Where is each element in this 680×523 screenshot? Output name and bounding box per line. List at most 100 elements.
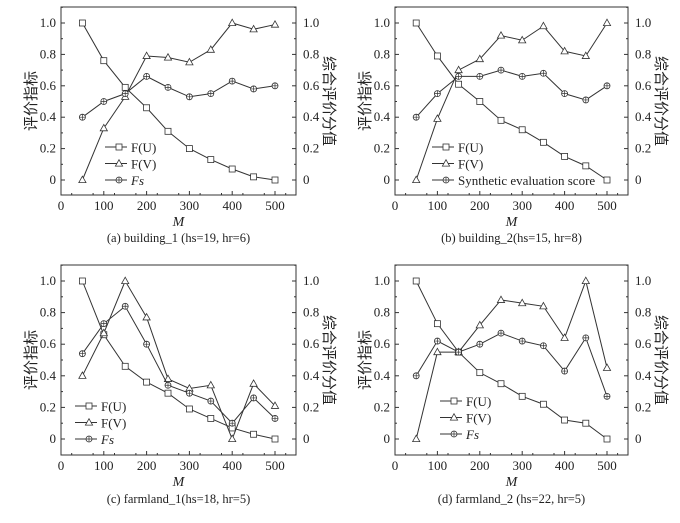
data-point-cross-marker — [519, 338, 526, 345]
y-tick-label: 0.4 — [40, 368, 57, 383]
data-point-cross-marker — [561, 90, 568, 97]
y2-axis-label: 综合评价分值 — [320, 56, 337, 146]
y-tick-label: 0.6 — [374, 336, 391, 351]
data-point-triangle-marker — [163, 374, 173, 382]
y-axis-label: 评价指标 — [23, 330, 40, 390]
x-tick-label: 400 — [555, 198, 575, 213]
plot-frame — [394, 6, 629, 196]
y2-tick-label: 1.0 — [635, 15, 651, 30]
y2-tick-label: 0.8 — [635, 46, 651, 61]
x-tick-label: 300 — [180, 198, 200, 213]
data-point-cross-marker — [122, 90, 129, 97]
legend-square-marker — [450, 397, 458, 405]
data-point-cross-marker — [561, 368, 568, 375]
panel-caption: (b) building_2(hs=15, hr=8) — [441, 231, 582, 245]
x-tick-label: 200 — [137, 198, 157, 213]
data-point-square-marker — [540, 400, 547, 408]
legend-square-marker — [115, 143, 123, 151]
y-tick-label: 1.0 — [40, 15, 56, 30]
legend-cross-marker — [86, 436, 92, 442]
data-point-square-marker — [433, 320, 441, 328]
series-line-2 — [415, 69, 608, 118]
y2-tick-label: 0.6 — [303, 78, 320, 93]
y2-tick-label: 0.4 — [303, 368, 320, 383]
y2-tick-label: 1.0 — [635, 273, 651, 288]
x-tick-label: 200 — [470, 198, 490, 213]
data-point-square-marker — [582, 162, 590, 170]
data-point-square-marker — [540, 138, 547, 146]
data-point-square-marker — [250, 173, 258, 181]
data-point-triangle-marker — [517, 35, 527, 44]
data-point-square-marker — [250, 430, 258, 438]
x-tick-label: 500 — [265, 458, 285, 473]
y-tick-label: 0.8 — [40, 46, 56, 61]
x-tick-label: 200 — [470, 458, 490, 473]
data-point-cross-marker — [498, 67, 504, 74]
legend-cross-marker — [116, 177, 122, 183]
data-point-square-marker — [561, 416, 568, 424]
x-tick-label: 100 — [94, 458, 114, 473]
data-point-cross-marker — [143, 341, 150, 348]
legend-label: Synthetic evaluation score — [458, 173, 595, 188]
data-point-triangle-marker — [99, 123, 109, 132]
data-point-cross-marker — [229, 78, 236, 85]
data-point-cross-marker — [519, 73, 526, 80]
legend-triangle-marker — [84, 417, 94, 426]
legend-square-marker — [442, 143, 450, 151]
y-tick-label: 1.0 — [374, 273, 390, 288]
data-point-cross-marker — [582, 334, 589, 341]
y-tick-label: 0.6 — [40, 336, 57, 351]
data-point-square-marker — [476, 369, 484, 377]
series-line-1 — [415, 279, 608, 440]
data-point-triangle-marker — [539, 301, 548, 310]
y-tick-label: 0 — [50, 172, 57, 187]
data-point-triangle-marker — [120, 276, 130, 285]
y-tick-label: 0.2 — [40, 141, 56, 156]
y2-tick-label: 0.8 — [303, 305, 319, 320]
legend-label: F(U) — [131, 140, 156, 155]
data-point-cross-marker — [165, 84, 171, 91]
y2-tick-label: 0.2 — [303, 141, 319, 156]
data-point-square-marker — [121, 362, 129, 370]
legend-label: F(V) — [458, 157, 483, 172]
data-point-cross-marker — [582, 96, 589, 103]
data-point-triangle-marker — [270, 19, 280, 28]
data-point-square-marker — [164, 389, 172, 397]
data-point-square-marker — [164, 127, 172, 135]
data-point-cross-marker — [186, 390, 193, 397]
series-line-0 — [415, 22, 608, 181]
data-point-triangle-marker — [602, 363, 612, 371]
data-point-cross-marker — [122, 303, 129, 310]
y2-axis-label: 综合评价分值 — [652, 315, 669, 405]
legend-triangle-marker — [441, 158, 451, 167]
data-point-cross-marker — [434, 90, 441, 97]
data-point-square-marker — [185, 145, 193, 153]
data-point-triangle-marker — [560, 46, 569, 55]
y2-tick-label: 0.4 — [635, 109, 652, 124]
x-tick-label: 400 — [555, 458, 575, 473]
y2-tick-label: 0.2 — [635, 141, 651, 156]
data-point-square-marker — [412, 19, 420, 27]
x-tick-label: 500 — [265, 198, 285, 213]
x-tick-label: 0 — [392, 458, 399, 473]
data-point-triangle-marker — [496, 295, 506, 303]
data-point-cross-marker — [476, 341, 483, 348]
data-point-cross-marker — [272, 82, 278, 89]
x-tick-label: 500 — [597, 198, 617, 213]
plot-frame — [60, 264, 297, 456]
y2-tick-label: 0.8 — [635, 305, 651, 320]
data-point-cross-marker — [476, 73, 483, 80]
data-point-triangle-marker — [185, 57, 194, 66]
y-tick-label: 1.0 — [374, 15, 390, 30]
data-point-triangle-marker — [581, 51, 591, 59]
legend-label: F(V) — [466, 411, 491, 426]
data-point-cross-marker — [143, 73, 150, 80]
data-point-triangle-marker — [142, 312, 151, 321]
data-point-cross-marker — [540, 342, 547, 349]
x-tick-label: 100 — [94, 198, 114, 213]
data-point-triangle-marker — [433, 114, 442, 122]
data-point-cross-marker — [79, 114, 86, 121]
data-point-square-marker — [497, 116, 505, 124]
legend-triangle-marker — [114, 158, 124, 167]
data-point-square-marker — [207, 415, 215, 422]
